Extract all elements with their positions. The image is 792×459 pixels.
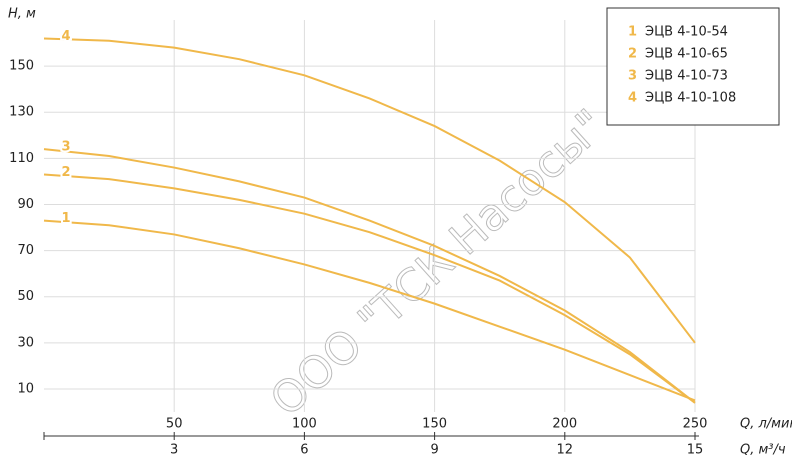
y-axis-label: H, м <box>8 7 36 22</box>
x-tick-label: 50 <box>166 417 183 432</box>
y-tick-label: 90 <box>17 197 34 212</box>
x2-tick-label: 6 <box>300 443 308 458</box>
y-tick-label: 110 <box>9 151 34 166</box>
curve <box>43 173 696 404</box>
x-tick-label: 200 <box>552 417 577 432</box>
curve-label: 3 <box>61 140 70 155</box>
x-tick-label: 150 <box>422 417 447 432</box>
y-tick-label: 150 <box>9 59 34 74</box>
curve <box>43 37 696 344</box>
legend-label: ЭЦВ 4-10-73 <box>645 69 728 84</box>
curve <box>43 148 696 404</box>
y-tick-label: 10 <box>17 381 34 396</box>
x2-tick-label: 15 <box>687 443 704 458</box>
legend-label: ЭЦВ 4-10-54 <box>645 25 728 40</box>
x2-tick-label: 9 <box>430 443 438 458</box>
y-tick-label: 50 <box>17 289 34 304</box>
y-tick-label: 30 <box>17 335 34 350</box>
legend-label: ЭЦВ 4-10-108 <box>645 91 736 106</box>
curve-label: 2 <box>61 165 70 180</box>
x-tick-label: 250 <box>683 417 708 432</box>
legend-number: 2 <box>628 47 637 62</box>
x-axis-label: Q, л/мин <box>740 417 792 432</box>
legend-number: 4 <box>628 91 637 106</box>
legend-box <box>606 7 780 126</box>
legend-number: 1 <box>628 25 637 40</box>
x2-tick-label: 12 <box>557 443 574 458</box>
y-tick-label: 70 <box>17 243 34 258</box>
x2-tick-label: 3 <box>170 443 178 458</box>
y-tick-label: 130 <box>9 105 34 120</box>
watermark: ООО "ТСК Насосы" <box>261 100 616 426</box>
curve <box>43 219 696 402</box>
legend-number: 3 <box>628 69 637 84</box>
legend-label: ЭЦВ 4-10-65 <box>645 47 728 62</box>
x2-axis-label: Q, м³/ч <box>740 443 786 458</box>
x-tick-label: 100 <box>292 417 317 432</box>
curve-label: 4 <box>61 29 70 44</box>
curve-label: 1 <box>61 211 70 226</box>
